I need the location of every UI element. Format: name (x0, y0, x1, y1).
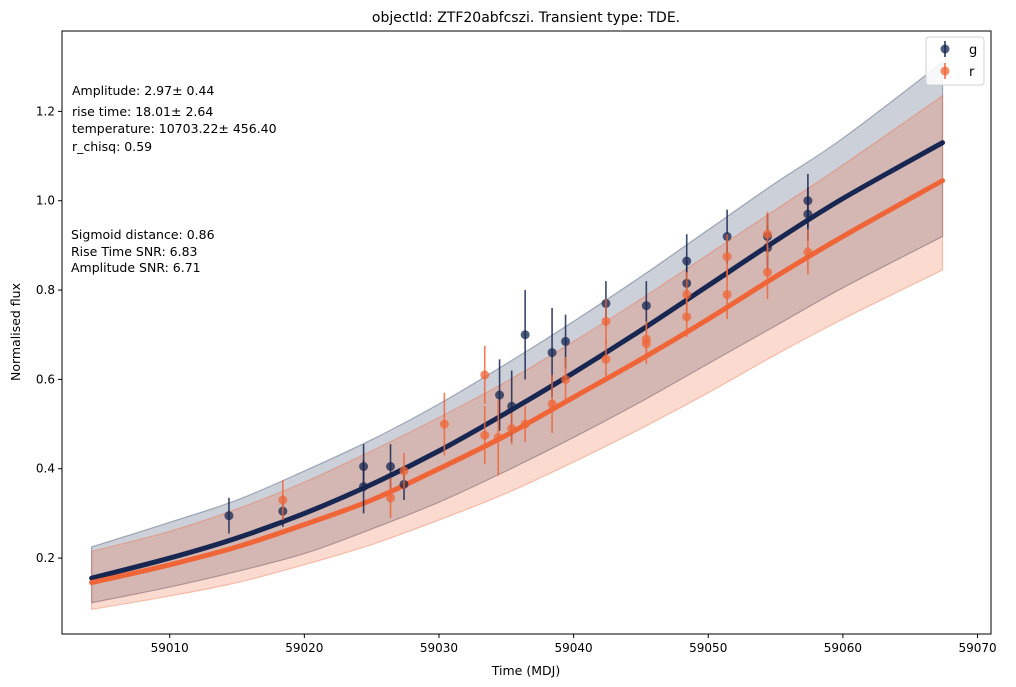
x-axis-label: Time (MDJ) (491, 663, 560, 678)
legend-r-label: r (969, 65, 975, 80)
y-tick-label: 1.0 (36, 194, 55, 208)
data-point-r (722, 252, 732, 262)
data-point-r (682, 290, 692, 300)
data-point-g (641, 301, 651, 311)
legend-entry-r: r (940, 63, 975, 80)
annotation-rise-time-snr: Rise Time SNR: 6.83 (71, 244, 198, 259)
data-point-r (682, 312, 692, 322)
y-tick-label: 0.8 (36, 283, 55, 297)
chart-title: objectId: ZTF20abfcszi. Transient type: … (372, 10, 680, 26)
legend-g-marker (940, 44, 950, 54)
annotation-amplitude-snr: Amplitude SNR: 6.71 (71, 260, 201, 275)
y-tick-label: 0.6 (36, 372, 55, 386)
data-point-r (480, 370, 490, 380)
x-tick-label: 59040 (555, 641, 593, 655)
annotation-r-chisq: r_chisq: 0.59 (72, 139, 152, 154)
x-tick-label: 59050 (689, 641, 727, 655)
data-point-g (359, 482, 369, 492)
data-point-r (561, 374, 571, 384)
y-tick-label: 1.2 (36, 104, 55, 118)
annotation-temperature: temperature: 10703.22± 456.40 (72, 121, 277, 136)
x-tick-label: 59030 (420, 641, 458, 655)
data-point-r (547, 399, 557, 409)
annotation-amplitude: Amplitude: 2.97± 0.44 (72, 83, 214, 98)
data-point-r (278, 495, 288, 505)
data-point-r (601, 354, 611, 364)
annotation-sigmoid-distance: Sigmoid distance: 0.86 (71, 227, 215, 242)
data-point-g (495, 390, 505, 400)
x-tick-label: 59020 (285, 641, 323, 655)
fit-annotation-top: Amplitude: 2.97± 0.44 rise time: 18.01± … (72, 83, 277, 154)
fit-annotation-mid: Sigmoid distance: 0.86 Rise Time SNR: 6.… (71, 227, 215, 275)
data-point-r (480, 430, 490, 440)
legend-entry-g: g (940, 41, 977, 58)
x-tick-label: 59010 (151, 641, 189, 655)
data-point-g (507, 401, 517, 411)
data-point-r (386, 493, 396, 503)
fit-line-g (89, 140, 946, 581)
data-point-g (561, 336, 571, 346)
data-point-r (763, 229, 773, 239)
x-tick-label: 59060 (824, 641, 862, 655)
data-point-r (803, 247, 813, 257)
legend-g-label: g (969, 43, 977, 58)
data-point-g (803, 209, 813, 219)
data-point-r (722, 290, 732, 300)
y-tick-label: 0.4 (36, 462, 55, 476)
data-point-r (763, 267, 773, 277)
data-point-r (493, 432, 503, 442)
fit-line-r (89, 178, 946, 586)
legend: g r (925, 36, 985, 86)
data-point-g (520, 330, 530, 340)
legend-r-marker (940, 66, 950, 76)
data-point-r (399, 466, 409, 476)
y-axis-label: Normalised flux (8, 283, 23, 381)
x-axis-ticks: 59010 59020 59030 59040 59050 59060 59070 (151, 634, 997, 655)
data-point-g (386, 462, 396, 471)
plot-area (89, 61, 946, 611)
data-point-r (520, 419, 530, 429)
series-r-points (278, 211, 813, 521)
plot-frame (61, 30, 992, 635)
data-point-r (507, 424, 517, 434)
data-point-r (439, 419, 449, 429)
data-point-g (547, 348, 557, 358)
data-point-r (641, 334, 651, 344)
data-point-r (601, 316, 611, 326)
annotation-rise-time: rise time: 18.01± 2.64 (72, 104, 213, 119)
y-tick-label: 0.2 (36, 551, 55, 565)
x-tick-label: 59070 (958, 641, 996, 655)
data-point-g (224, 511, 234, 521)
model-fit-lines (89, 140, 946, 586)
data-points (224, 173, 813, 534)
y-axis-ticks: 0.2 0.4 0.6 0.8 1.0 1.2 (36, 104, 62, 565)
